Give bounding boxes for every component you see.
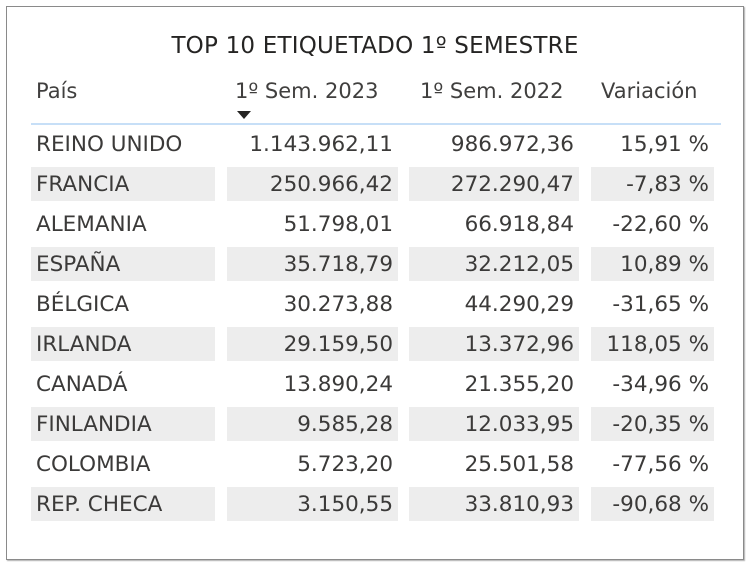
cell-sem-2023: 51.798,01 — [283, 212, 393, 237]
cell-sem-2022: 44.290,29 — [464, 292, 574, 317]
cell-sem-2023: 30.273,88 — [283, 292, 393, 317]
cell-variacion: -77,56 % — [612, 452, 709, 477]
cell-variacion: 10,89 % — [591, 247, 714, 281]
table-body: REINO UNIDO 1.143.962,11 986.972,36 15,9… — [31, 125, 721, 525]
cell-pais: FINLANDIA — [31, 407, 215, 441]
column-header-sem-2023[interactable]: 1º Sem. 2023 — [235, 79, 379, 103]
cell-variacion: -20,35 % — [591, 407, 714, 441]
column-header-sem-2022[interactable]: 1º Sem. 2022 — [420, 79, 564, 103]
cell-pais: ESPAÑA — [31, 247, 215, 281]
cell-pais: COLOMBIA — [36, 452, 151, 477]
table-row: FINLANDIA 9.585,28 12.033,95 -20,35 % — [31, 405, 721, 445]
cell-sem-2022: 986.972,36 — [450, 132, 574, 157]
cell-sem-2023: 250.966,42 — [227, 167, 398, 201]
column-header-variacion[interactable]: Variación — [601, 79, 698, 103]
cell-sem-2022: 12.033,95 — [409, 407, 579, 441]
visual-title: TOP 10 ETIQUETADO 1º SEMESTRE — [171, 33, 579, 59]
cell-sem-2023: 35.718,79 — [227, 247, 398, 281]
data-table: País 1º Sem. 2023 1º Sem. 2022 Variación… — [31, 73, 721, 525]
table-row: IRLANDA 29.159,50 13.372,96 118,05 % — [31, 325, 721, 365]
cell-sem-2023: 5.723,20 — [297, 452, 393, 477]
table-row: FRANCIA 250.966,42 272.290,47 -7,83 % — [31, 165, 721, 205]
cell-pais: BÉLGICA — [36, 292, 130, 317]
cell-pais: CANADÁ — [36, 372, 128, 397]
cell-sem-2022: 21.355,20 — [464, 372, 574, 397]
table-row: ESPAÑA 35.718,79 32.212,05 10,89 % — [31, 245, 721, 285]
cell-sem-2022: 33.810,93 — [409, 487, 579, 521]
cell-sem-2022: 25.501,58 — [464, 452, 574, 477]
cell-pais: ALEMANIA — [36, 212, 147, 237]
cell-sem-2022: 32.212,05 — [409, 247, 579, 281]
sort-descending-icon[interactable] — [237, 111, 251, 119]
table-row: BÉLGICA 30.273,88 44.290,29 -31,65 % — [31, 285, 721, 325]
cell-pais: REINO UNIDO — [36, 132, 183, 157]
table-row: ALEMANIA 51.798,01 66.918,84 -22,60 % — [31, 205, 721, 245]
cell-variacion: -31,65 % — [612, 292, 709, 317]
cell-sem-2023: 13.890,24 — [283, 372, 393, 397]
table-row: REINO UNIDO 1.143.962,11 986.972,36 15,9… — [31, 125, 721, 165]
cell-sem-2023: 3.150,55 — [227, 487, 398, 521]
cell-variacion: 15,91 % — [620, 132, 709, 157]
cell-sem-2022: 66.918,84 — [464, 212, 574, 237]
cell-pais: IRLANDA — [31, 327, 215, 361]
cell-sem-2023: 29.159,50 — [227, 327, 398, 361]
cell-pais: REP. CHECA — [31, 487, 215, 521]
table-row: REP. CHECA 3.150,55 33.810,93 -90,68 % — [31, 485, 721, 525]
cell-pais: FRANCIA — [31, 167, 215, 201]
cell-variacion: 118,05 % — [591, 327, 714, 361]
cell-sem-2022: 13.372,96 — [409, 327, 579, 361]
cell-variacion: -22,60 % — [612, 212, 709, 237]
table-header: País 1º Sem. 2023 1º Sem. 2022 Variación — [31, 73, 721, 125]
table-row: CANADÁ 13.890,24 21.355,20 -34,96 % — [31, 365, 721, 405]
column-header-pais[interactable]: País — [36, 79, 78, 103]
table-visual-frame: TOP 10 ETIQUETADO 1º SEMESTRE País 1º Se… — [6, 6, 744, 560]
cell-variacion: -34,96 % — [612, 372, 709, 397]
table-row: COLOMBIA 5.723,20 25.501,58 -77,56 % — [31, 445, 721, 485]
cell-sem-2022: 272.290,47 — [409, 167, 579, 201]
cell-variacion: -90,68 % — [591, 487, 714, 521]
cell-sem-2023: 1.143.962,11 — [249, 132, 393, 157]
cell-variacion: -7,83 % — [591, 167, 714, 201]
cell-sem-2023: 9.585,28 — [227, 407, 398, 441]
